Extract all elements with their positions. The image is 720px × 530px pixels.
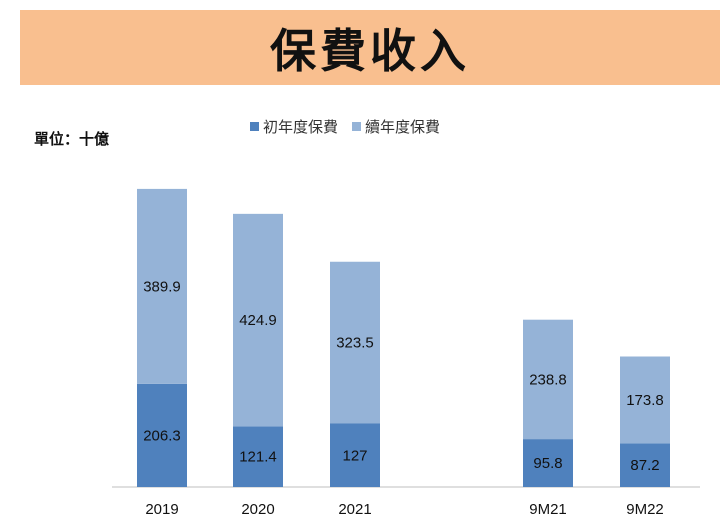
bar-segment-renewal-2019 [137,188,187,384]
x-tick-label-9M21: 9M21 [529,501,567,518]
data-label-first-year-9M21: 95.8 [533,455,562,472]
x-tick-label-2020: 2020 [241,501,274,518]
data-label-renewal-2020: 424.9 [239,312,277,329]
data-label-renewal-9M21: 238.8 [529,371,567,388]
data-label-first-year-9M22: 87.2 [630,457,659,474]
data-label-renewal-2021: 323.5 [336,335,374,352]
unit-label: 單位：十億 [34,130,110,148]
bar-segment-first-year-9M22 [620,443,670,487]
chart-legend: 初年度保費 續年度保費 [250,116,440,137]
bar-segment-renewal-2021 [330,261,380,424]
bar-segment-first-year-2020 [233,426,283,487]
legend-item-renewal: 續年度保費 [352,116,440,137]
page-title: 保費收入 [270,23,470,78]
bar-segment-renewal-9M22 [620,356,670,444]
legend-swatch-renewal [352,122,362,131]
legend-label-first-year: 初年度保費 [263,118,339,136]
x-tick-label-9M22: 9M22 [626,501,664,518]
data-label-first-year-2020: 121.4 [239,449,277,466]
data-label-first-year-2021: 127 [342,447,367,464]
legend-swatch-first-year [250,122,259,131]
legend-item-first-year: 初年度保費 [250,116,338,137]
x-tick-label-2019: 2019 [145,501,178,518]
bar-segment-first-year-9M21 [523,439,573,487]
data-label-renewal-2019: 389.9 [143,278,181,295]
data-label-first-year-2019: 206.3 [143,427,181,444]
legend-label-renewal: 續年度保費 [365,118,441,136]
data-label-renewal-9M22: 173.8 [626,392,664,409]
bar-segment-renewal-2020 [233,213,283,427]
bar-segment-first-year-2021 [330,423,380,487]
bar-segment-first-year-2019 [137,383,187,487]
bar-segment-renewal-9M21 [523,319,573,440]
x-tick-label-2021: 2021 [338,501,371,518]
title-banner: 保費收入 [20,10,720,85]
